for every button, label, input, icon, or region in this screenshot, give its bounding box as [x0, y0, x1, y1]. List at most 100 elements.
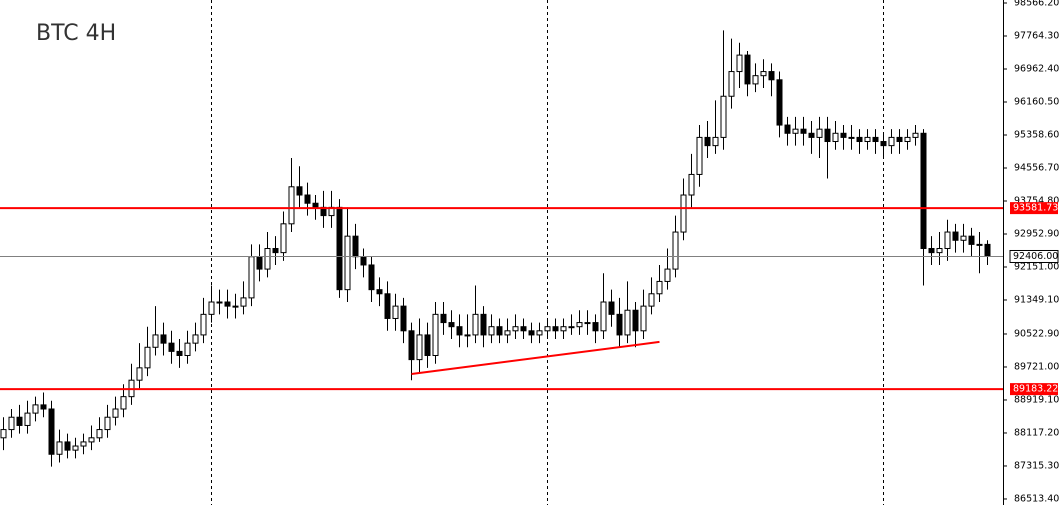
- candle-body: [168, 342, 175, 352]
- candle-body: [704, 136, 711, 147]
- candle-body: [552, 326, 559, 332]
- y-tick-label: 87315.30: [1014, 460, 1059, 471]
- candle-body: [656, 280, 663, 295]
- candle-body: [624, 309, 631, 336]
- candle-body: [616, 313, 623, 336]
- candle-body: [0, 429, 7, 439]
- y-tick-label: 96962.40: [1014, 63, 1059, 74]
- candle-body: [248, 256, 255, 299]
- candle-body: [688, 173, 695, 196]
- chart-title: BTC 4H: [36, 21, 116, 46]
- candle-body: [600, 301, 607, 332]
- y-tick-label: 86513.40: [1014, 493, 1059, 504]
- candle-body: [152, 334, 159, 348]
- candle-body: [136, 367, 143, 381]
- level-box: [1010, 383, 1058, 396]
- candle-body: [768, 71, 775, 81]
- candle-body: [448, 322, 455, 328]
- candle-body: [432, 313, 439, 356]
- candle-body: [160, 334, 167, 344]
- y-tick-label: 95358.60: [1014, 129, 1059, 140]
- candle-body: [216, 301, 223, 304]
- y-tick-label: 98566.20: [1014, 0, 1059, 8]
- candle-body: [848, 136, 855, 139]
- candle-body: [288, 186, 295, 225]
- period-separators: [211, 0, 884, 505]
- candle-body: [256, 256, 263, 270]
- candle-body: [672, 231, 679, 270]
- candle-body: [728, 71, 735, 97]
- candle-body: [48, 408, 55, 455]
- candle-body: [240, 297, 247, 307]
- candle-body: [480, 313, 487, 336]
- candle-body: [24, 412, 31, 426]
- candle-body: [784, 124, 791, 134]
- candle-body: [920, 132, 927, 250]
- candle-body: [712, 136, 719, 147]
- candle-body: [464, 334, 471, 337]
- candle-body: [200, 313, 207, 336]
- candle-body: [584, 322, 591, 325]
- candle-body: [272, 248, 279, 254]
- candle-body: [400, 305, 407, 332]
- candle-body: [120, 396, 127, 410]
- candle-body: [512, 326, 519, 332]
- candle-body: [408, 330, 415, 361]
- candle-body: [576, 322, 583, 328]
- y-tick-label: 89721.00: [1014, 361, 1059, 372]
- candle-body: [280, 223, 287, 254]
- candle-body: [640, 305, 647, 332]
- candle-body: [232, 305, 239, 308]
- candle-body: [440, 313, 447, 324]
- candle-body: [296, 186, 303, 196]
- candle-body: [32, 404, 39, 414]
- candle-body: [944, 231, 951, 250]
- candle-body: [968, 235, 975, 245]
- candle-body: [64, 441, 71, 451]
- y-tick-label: 96160.50: [1014, 96, 1059, 107]
- candle-body: [536, 330, 543, 336]
- candle-body: [664, 268, 671, 282]
- candle-body: [496, 326, 503, 336]
- y-tick-label: 91349.10: [1014, 294, 1059, 305]
- candle-body: [744, 54, 751, 85]
- candle-body: [8, 416, 15, 431]
- candle-body: [808, 132, 815, 138]
- y-tick-label: 93754.80: [1014, 195, 1059, 206]
- candle-body: [88, 437, 95, 443]
- y-tick-label: 90522.90: [1014, 328, 1059, 339]
- candle-body: [648, 293, 655, 307]
- candle-body: [736, 54, 743, 73]
- candle-body: [208, 301, 215, 315]
- candle-body: [976, 243, 983, 246]
- candle-body: [176, 350, 183, 356]
- candle-body: [904, 136, 911, 143]
- candle-body: [472, 313, 479, 336]
- candle-body: [264, 248, 271, 270]
- current-price-box: [1009, 249, 1059, 263]
- candle-body: [224, 301, 231, 307]
- candle-body: [560, 326, 567, 332]
- candle-body: [40, 404, 47, 410]
- candle-body: [56, 441, 63, 455]
- candle-body: [352, 235, 359, 258]
- candle-body: [112, 408, 119, 418]
- candle-body: [928, 248, 935, 254]
- y-tick-label: 92952.90: [1014, 228, 1059, 239]
- candle-body: [936, 248, 943, 254]
- candle-body: [696, 136, 703, 175]
- y-tick-label: 94556.70: [1014, 162, 1059, 173]
- candle-body: [984, 243, 991, 257]
- candle-body: [104, 416, 111, 431]
- candle-body: [192, 334, 199, 344]
- level-label: 89183.22: [1013, 384, 1058, 395]
- candle-body: [816, 128, 823, 138]
- candle-body: [80, 441, 87, 447]
- candle-body: [520, 326, 527, 332]
- candle-body: [856, 136, 863, 143]
- candle-body: [488, 326, 495, 336]
- candle-body: [792, 128, 799, 134]
- candle-body: [632, 309, 639, 332]
- candle-body: [880, 141, 887, 147]
